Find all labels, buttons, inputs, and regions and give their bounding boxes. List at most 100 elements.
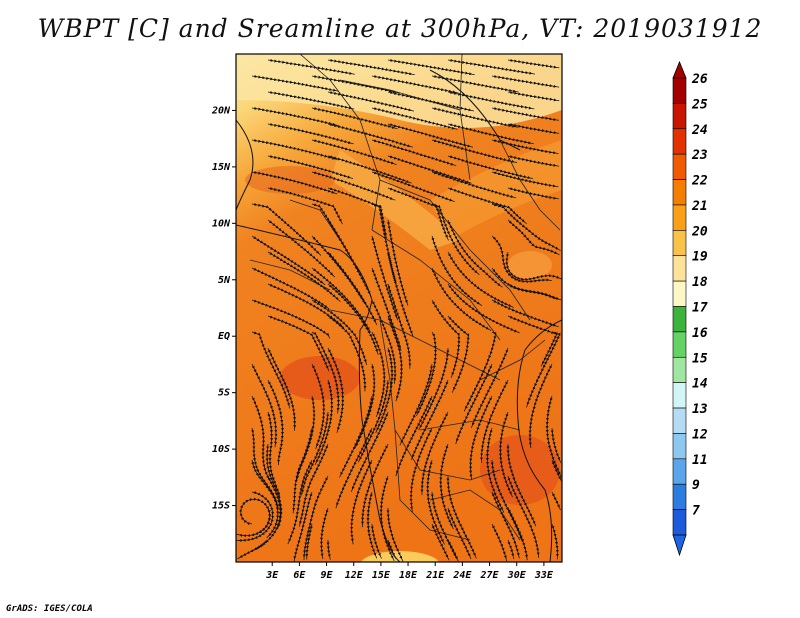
longitude-axis: 3E 6E 9E 12E 15E 18E 21E 24E 27E 30E 33E (265, 562, 554, 581)
streamline (551, 459, 562, 483)
colorbar-label: 22 (691, 174, 708, 189)
y-tick-label: EQ (218, 331, 230, 342)
streamline (387, 315, 404, 402)
y-tick-label: 10S (212, 444, 230, 455)
y-tick-label: 5S (218, 388, 230, 399)
map-frame (235, 53, 563, 563)
streamline (237, 539, 269, 560)
colorbar-label: 20 (691, 224, 708, 239)
streamline (387, 539, 396, 559)
hot-spot-east (480, 435, 560, 505)
chart-title: WBPT [C] and Sreamline at 300hPa, VT: 20… (37, 14, 763, 43)
y-tick-label: 15N (212, 162, 231, 173)
colorbar-label: 15 (692, 351, 708, 366)
streamline (491, 523, 508, 562)
streamline (507, 123, 560, 135)
colorbar-swatch (672, 356, 687, 383)
colorbar-label: 25 (691, 97, 708, 112)
streamline (447, 283, 520, 334)
colorbar-swatch (672, 230, 687, 257)
streamline (447, 91, 535, 110)
streamline (507, 187, 559, 200)
streamline (431, 74, 519, 93)
x-tick-label: 21E (425, 570, 445, 581)
x-tick-label: 9E (321, 570, 334, 581)
colorbar-swatch (672, 407, 687, 434)
warm-eddy-northeast (508, 251, 552, 279)
streamline (491, 139, 559, 155)
grads-credit: GrADS: IGES/COLA (6, 604, 93, 614)
colorbar-label: 11 (692, 453, 708, 468)
colorbar-label: 16 (692, 326, 708, 341)
streamline (447, 58, 535, 75)
colorbar-swatch (672, 331, 687, 358)
colorbar-label: 26 (691, 72, 708, 87)
colorbar-label: 19 (692, 250, 708, 265)
colorbar-label: 7 (692, 504, 700, 519)
streamline (507, 539, 515, 560)
colorbar-swatch (672, 433, 687, 460)
streamline (507, 507, 528, 561)
streamline (293, 491, 313, 562)
streamline (507, 283, 562, 301)
streamline (507, 90, 560, 102)
colorbar-swatch (672, 509, 687, 536)
streamline (305, 523, 313, 560)
colorbar-bottom-arrow (672, 534, 687, 557)
colorbar-swatch (672, 128, 687, 155)
streamline (267, 347, 297, 431)
y-tick-label: 15S (212, 501, 230, 512)
streamline (409, 427, 433, 513)
y-tick-label: 10N (212, 218, 231, 229)
colorbar-swatch (672, 483, 687, 510)
colorbar-swatch (672, 179, 687, 206)
colorbar-swatch (672, 458, 687, 485)
colorbar-swatch (672, 153, 687, 180)
colorbar: 26 25 24 23 22 21 20 19 18 17 16 15 14 13 12 11 9 7 (672, 60, 708, 557)
colorbar-label: 12 (692, 427, 708, 442)
streamline (431, 523, 450, 561)
streamline (528, 363, 553, 449)
colorbar-swatch (672, 77, 687, 104)
colorbar-swatch (672, 103, 687, 130)
x-tick-label: 30E (507, 570, 527, 581)
streamline (447, 539, 459, 562)
x-tick-label: 33E (534, 570, 554, 581)
colorbar-swatch (672, 280, 687, 307)
streamline (350, 459, 373, 545)
colorbar-label: 13 (692, 402, 708, 417)
colorbar-swatch (672, 255, 687, 282)
streamlines (236, 58, 562, 562)
y-tick-label: 5N (218, 275, 231, 286)
colorbar-label: 17 (692, 301, 708, 316)
streamline (469, 395, 493, 481)
streamline (386, 508, 404, 562)
colorbar-label: 14 (692, 377, 708, 392)
streamline (550, 427, 562, 463)
streamline (319, 507, 329, 560)
x-tick-label: 15E (372, 570, 391, 581)
streamline (239, 497, 272, 535)
x-tick-label: 12E (345, 570, 364, 581)
streamline (551, 523, 559, 560)
colorbar-label: 9 (692, 478, 700, 493)
y-tick-label: 20N (211, 105, 231, 116)
streamline (491, 107, 559, 121)
colorbar-swatch (672, 306, 687, 333)
colorbar-label: 23 (691, 148, 708, 163)
colorbar-label: 18 (692, 275, 708, 290)
x-tick-label: 18E (399, 570, 418, 581)
streamline (491, 171, 559, 188)
x-tick-label: 3E (265, 570, 279, 581)
hot-spot-west (280, 356, 360, 400)
x-tick-label: 24E (452, 570, 472, 581)
colorbar-label: 21 (691, 199, 708, 214)
colorbar-swatch (672, 382, 687, 409)
latitude-axis: 20N 15N 10N 5N EQ 5S 10S 15S (211, 105, 236, 512)
streamline (507, 58, 560, 69)
streamline (326, 539, 331, 560)
map-area (236, 54, 562, 562)
x-tick-label: 6E (293, 570, 306, 581)
colorbar-top-arrow (672, 60, 687, 79)
streamline (370, 523, 382, 559)
